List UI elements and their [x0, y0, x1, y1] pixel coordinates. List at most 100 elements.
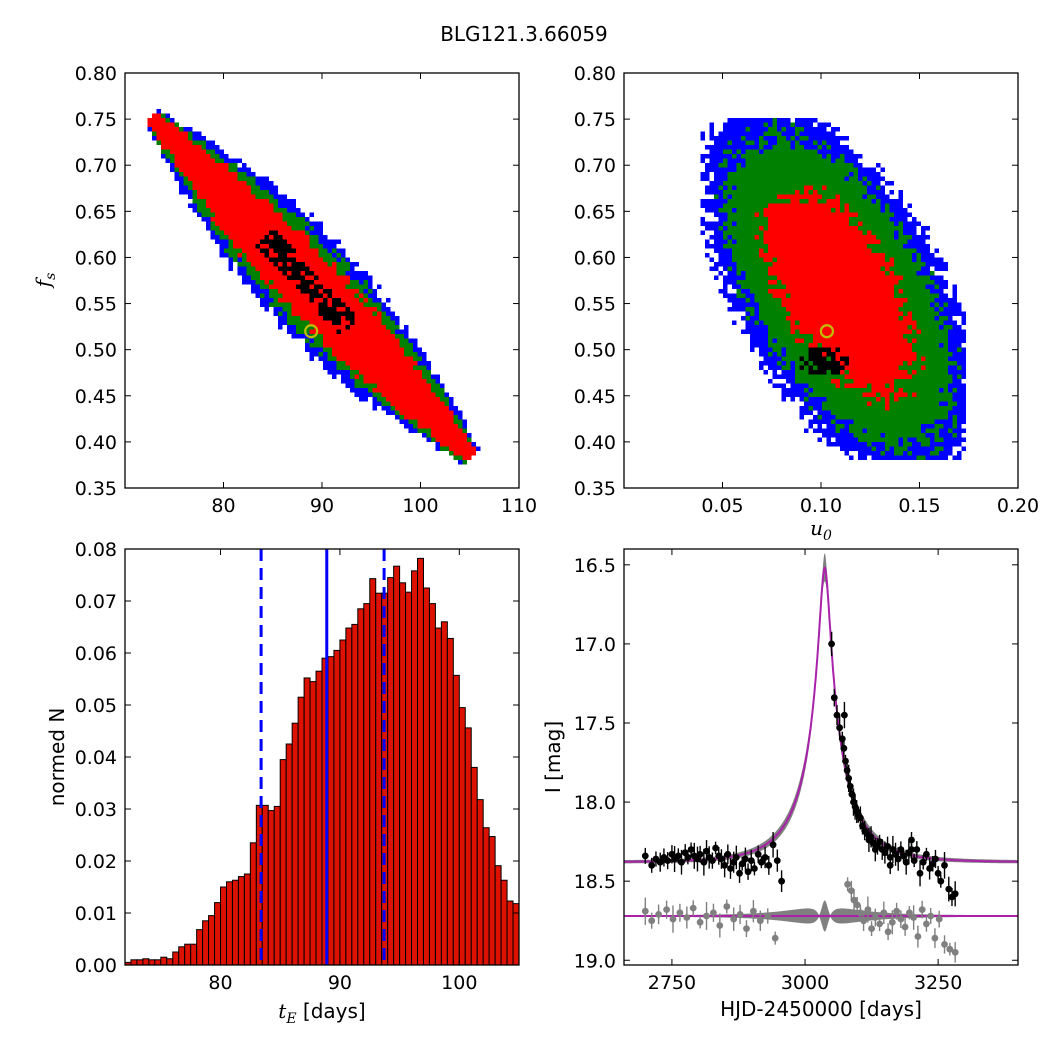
confidence-cell	[876, 325, 881, 330]
confidence-cell	[364, 384, 369, 389]
confidence-cell	[777, 118, 782, 123]
confidence-cell	[867, 429, 872, 434]
confidence-cell	[791, 357, 796, 362]
confidence-cell	[813, 235, 818, 240]
confidence-cell	[332, 262, 337, 267]
confidence-cell	[440, 447, 445, 452]
confidence-cell	[741, 307, 746, 312]
confidence-cell	[791, 217, 796, 222]
confidence-cell	[746, 127, 751, 132]
confidence-cell	[251, 213, 256, 218]
confidence-cell	[732, 249, 737, 254]
confidence-cell	[305, 307, 310, 312]
confidence-cell	[867, 370, 872, 375]
confidence-cell	[400, 339, 405, 344]
confidence-cell	[921, 231, 926, 236]
confidence-cell	[764, 258, 769, 263]
confidence-cell	[818, 370, 823, 375]
confidence-cell	[935, 397, 940, 402]
confidence-cell	[265, 222, 270, 227]
confidence-cell	[903, 285, 908, 290]
confidence-cell	[732, 118, 737, 123]
confidence-cell	[310, 343, 315, 348]
confidence-cell	[323, 276, 328, 281]
confidence-cell	[472, 451, 477, 456]
confidence-cell	[777, 132, 782, 137]
confidence-cell	[746, 217, 751, 222]
confidence-cell	[849, 420, 854, 425]
confidence-cell	[930, 285, 935, 290]
confidence-cell	[391, 393, 396, 398]
confidence-cell	[705, 226, 710, 231]
confidence-cell	[723, 285, 728, 290]
confidence-cell	[881, 357, 886, 362]
confidence-cell	[768, 312, 773, 317]
confidence-cell	[863, 294, 868, 299]
confidence-cell	[777, 352, 782, 357]
confidence-cell	[238, 267, 243, 272]
confidence-cell	[786, 213, 791, 218]
confidence-cell	[296, 280, 301, 285]
confidence-cell	[858, 298, 863, 303]
confidence-cell	[350, 271, 355, 276]
confidence-cell	[773, 213, 778, 218]
confidence-cell	[746, 226, 751, 231]
confidence-cell	[890, 442, 895, 447]
confidence-cell	[858, 280, 863, 285]
confidence-cell	[391, 348, 396, 353]
confidence-cell	[283, 195, 288, 200]
confidence-cell	[822, 249, 827, 254]
confidence-cell	[759, 289, 764, 294]
confidence-cell	[301, 258, 306, 263]
confidence-cell	[373, 321, 378, 326]
confidence-cell	[714, 226, 719, 231]
confidence-cell	[157, 127, 162, 132]
confidence-cell	[705, 240, 710, 245]
confidence-cell	[773, 285, 778, 290]
confidence-cell	[782, 141, 787, 146]
confidence-cell	[206, 208, 211, 213]
confidence-cell	[373, 393, 378, 398]
confidence-cell	[876, 442, 881, 447]
confidence-cell	[328, 294, 333, 299]
confidence-cell	[804, 267, 809, 272]
confidence-cell	[791, 325, 796, 330]
confidence-cell	[777, 316, 782, 321]
confidence-cell	[845, 244, 850, 249]
confidence-cell	[247, 235, 252, 240]
confidence-cell	[863, 456, 868, 461]
confidence-cell	[247, 253, 252, 258]
histogram-bar	[334, 650, 340, 965]
confidence-cell	[256, 240, 261, 245]
confidence-cell	[845, 375, 850, 380]
confidence-cell	[912, 280, 917, 285]
confidence-cell	[314, 321, 319, 326]
histogram-bar	[465, 728, 471, 965]
confidence-cell	[440, 402, 445, 407]
confidence-cell	[732, 303, 737, 308]
confidence-cell	[337, 361, 342, 366]
confidence-cell	[912, 352, 917, 357]
confidence-cell	[391, 352, 396, 357]
y-tick-label: 0.75	[75, 109, 117, 131]
confidence-cell	[912, 303, 917, 308]
confidence-cell	[917, 262, 922, 267]
confidence-cell	[849, 312, 854, 317]
confidence-cell	[957, 330, 962, 335]
confidence-cell	[899, 375, 904, 380]
confidence-cell	[858, 406, 863, 411]
histogram-bar	[173, 952, 179, 965]
confidence-cell	[795, 379, 800, 384]
confidence-cell	[386, 321, 391, 326]
confidence-cell	[292, 208, 297, 213]
confidence-cell	[750, 231, 755, 236]
confidence-cell	[323, 244, 328, 249]
confidence-cell	[876, 262, 881, 267]
confidence-cell	[935, 303, 940, 308]
confidence-cell	[346, 316, 351, 321]
confidence-cell	[836, 231, 841, 236]
confidence-cell	[786, 334, 791, 339]
confidence-cell	[912, 231, 917, 236]
confidence-cell	[876, 456, 881, 461]
confidence-cell	[795, 177, 800, 182]
